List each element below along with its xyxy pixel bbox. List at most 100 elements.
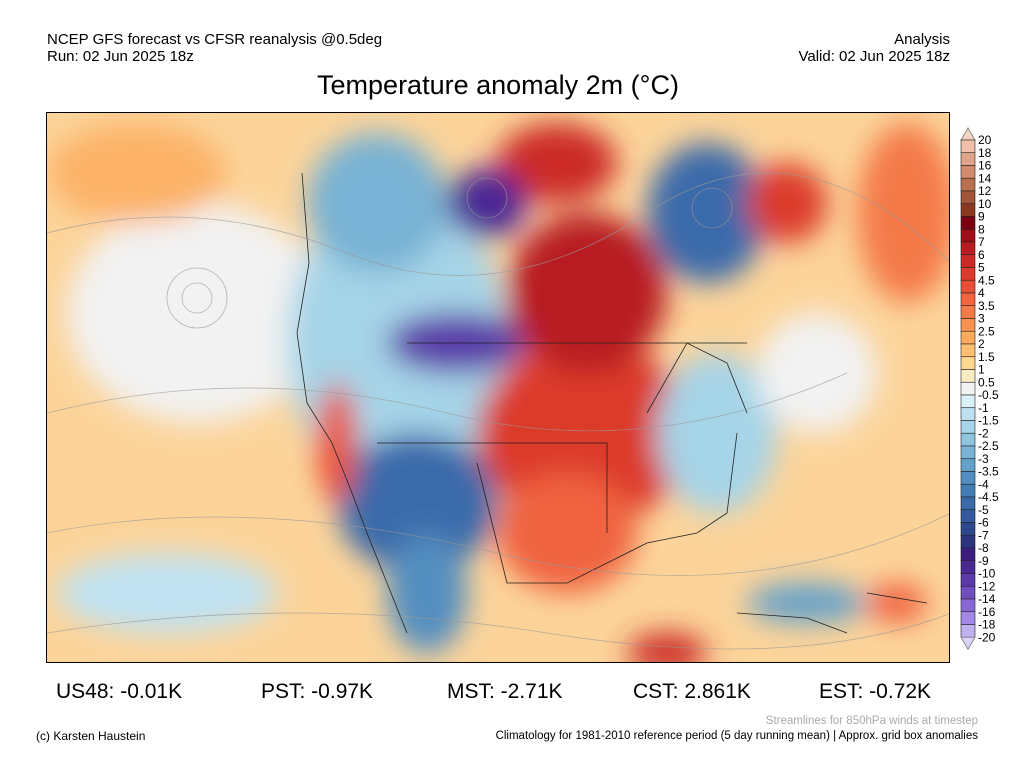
colorbar-cell bbox=[960, 279, 976, 294]
coastlines bbox=[296, 172, 928, 634]
colorbar-cell bbox=[960, 203, 976, 217]
colorbar-cell bbox=[960, 152, 976, 166]
colorbar-tick-label: 3 bbox=[978, 312, 985, 326]
colorbar-cell bbox=[960, 445, 976, 460]
colorbar-tick-label: 16 bbox=[978, 159, 992, 173]
colorbar-cell bbox=[960, 420, 976, 434]
credit-text: (c) Karsten Haustein bbox=[36, 729, 146, 743]
colorbar-cell bbox=[960, 611, 976, 625]
stat-pst: PST: -0.97K bbox=[261, 680, 374, 703]
colorbar-tick-label: -12 bbox=[978, 579, 996, 593]
colorbar-tick-label: -0.5 bbox=[978, 388, 999, 402]
colorbar-tick-label: -3 bbox=[978, 452, 989, 466]
colorbar-cell bbox=[960, 267, 976, 281]
colorbar-cell bbox=[960, 496, 976, 511]
colorbar-cell bbox=[960, 585, 976, 600]
colorbar-tick-label: 1.5 bbox=[978, 350, 995, 364]
colorbar-cell bbox=[960, 407, 976, 421]
colorbar-cell bbox=[960, 458, 976, 472]
colorbar-tick-label: -14 bbox=[978, 592, 996, 606]
colorbar-tick-label: -4.5 bbox=[978, 490, 999, 504]
analysis-label: Analysis bbox=[894, 31, 950, 48]
colorbar-cell bbox=[960, 573, 976, 587]
colorbar-cell bbox=[960, 305, 976, 319]
colorbar-cell bbox=[960, 330, 976, 345]
colorbar-tick-label: 8 bbox=[978, 222, 985, 236]
colorbar-tick-label: 1 bbox=[978, 363, 985, 377]
colorbar-tick-label: 6 bbox=[978, 248, 985, 262]
colorbar-tick-label: -20 bbox=[978, 630, 996, 644]
colorbar-cell bbox=[960, 228, 976, 243]
colorbar-cell bbox=[960, 381, 976, 396]
colorbar-tick-label: -9 bbox=[978, 554, 989, 568]
colorbar-tick-label: -8 bbox=[978, 541, 989, 555]
model-label: NCEP GFS forecast vs CFSR reanalysis @0.… bbox=[47, 31, 383, 48]
colorbar-svg: 201816141210987654.543.532.521.510.5-0.5… bbox=[960, 127, 999, 651]
stat-cst: CST: 2.861K bbox=[633, 680, 751, 703]
colorbar-tick-label: -4 bbox=[978, 477, 989, 491]
colorbar-cell bbox=[960, 139, 976, 154]
climatology-note: Climatology for 1981-2010 reference peri… bbox=[495, 730, 978, 742]
colorbar-tick-label: -6 bbox=[978, 516, 989, 530]
colorbar-tick-label: -2.5 bbox=[978, 439, 999, 453]
colorbar-tick-label: 2.5 bbox=[978, 324, 995, 338]
colorbar-cell bbox=[960, 241, 976, 256]
colorbar-cell bbox=[960, 356, 976, 370]
colorbar-tick-label: 2 bbox=[978, 337, 985, 351]
map-title: Temperature anomaly 2m (°C) bbox=[317, 70, 679, 100]
streamlines-note: Streamlines for 850hPa winds at timestep bbox=[765, 715, 978, 727]
colorbar-tick-label: -16 bbox=[978, 605, 996, 619]
colorbar: 20 18 16 14 12 10 9 8 7 6 5 4.5 4 3.5 3 2.5 2 1.5 1 0.5 -0.5… bbox=[958, 127, 1018, 652]
colorbar-cell bbox=[960, 394, 976, 409]
colorbar-tick-label: -3.5 bbox=[978, 465, 999, 479]
colorbar-cell bbox=[960, 165, 976, 179]
colorbar-tick-label: 4 bbox=[978, 286, 985, 300]
colorbar-tick-label: 14 bbox=[978, 171, 992, 185]
colorbar-cell bbox=[960, 598, 976, 613]
colorbar-tick-label: -5 bbox=[978, 503, 989, 517]
colorbar-cell bbox=[960, 254, 976, 268]
colorbar-cell bbox=[960, 190, 976, 205]
colorbar-cell bbox=[960, 509, 976, 523]
colorbar-tick-label: 10 bbox=[978, 197, 992, 211]
colorbar-cell bbox=[960, 369, 976, 383]
colorbar-tick-label: 18 bbox=[978, 146, 992, 160]
colorbar-tick-label: 9 bbox=[978, 210, 985, 224]
stat-est: EST: -0.72K bbox=[819, 680, 932, 703]
streamlines bbox=[47, 172, 949, 650]
colorbar-cell bbox=[960, 177, 976, 192]
colorbar-tick-label: -2 bbox=[978, 426, 989, 440]
colorbar-tick-label: 12 bbox=[978, 184, 992, 198]
stat-us48: US48: -0.01K bbox=[56, 680, 183, 703]
temperature-anomaly-map bbox=[46, 112, 950, 663]
colorbar-tick-label: -7 bbox=[978, 528, 989, 542]
colorbar-tick-label: 7 bbox=[978, 235, 985, 249]
colorbar-cell bbox=[960, 471, 976, 485]
colorbar-cell bbox=[960, 318, 976, 332]
colorbar-tick-label: 20 bbox=[978, 133, 992, 147]
colorbar-bottom-triangle bbox=[960, 636, 976, 651]
colorbar-cell bbox=[960, 624, 976, 638]
colorbar-tick-label: 5 bbox=[978, 261, 985, 275]
colorbar-cell bbox=[960, 292, 976, 307]
map-canvas bbox=[47, 113, 949, 662]
colorbar-tick-label: -18 bbox=[978, 618, 996, 632]
colorbar-tick-label: -1 bbox=[978, 401, 989, 415]
colorbar-tick-label: -1.5 bbox=[978, 414, 999, 428]
colorbar-top-triangle bbox=[960, 127, 976, 141]
colorbar-cell bbox=[960, 522, 976, 536]
colorbar-cell bbox=[960, 560, 976, 574]
colorbar-cell bbox=[960, 534, 976, 549]
colorbar-tick-label: 4.5 bbox=[978, 273, 995, 287]
colorbar-cell bbox=[960, 547, 976, 562]
colorbar-tick-label: 0.5 bbox=[978, 375, 995, 389]
colorbar-cell bbox=[960, 483, 976, 498]
colorbar-cell bbox=[960, 343, 976, 358]
colorbar-cell bbox=[960, 216, 976, 230]
colorbar-cell bbox=[960, 432, 976, 447]
stat-mst: MST: -2.71K bbox=[447, 680, 563, 703]
colorbar-tick-label: -10 bbox=[978, 567, 996, 581]
colorbar-tick-label: 3.5 bbox=[978, 299, 995, 313]
valid-label: Valid: 02 Jun 2025 18z bbox=[798, 48, 950, 65]
